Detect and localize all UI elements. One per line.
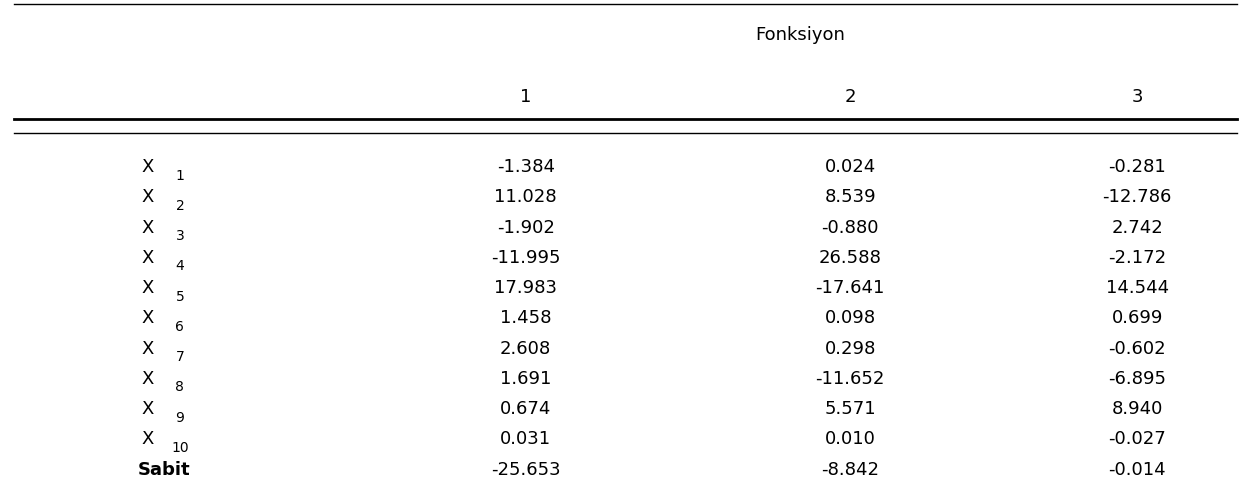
Text: 2: 2: [844, 88, 856, 106]
Text: 0.674: 0.674: [500, 400, 552, 418]
Text: 26.588: 26.588: [818, 249, 882, 267]
Text: 8: 8: [175, 381, 184, 395]
Text: -1.384: -1.384: [497, 158, 554, 176]
Text: -17.641: -17.641: [816, 279, 884, 297]
Text: 0.024: 0.024: [824, 158, 876, 176]
Text: 9: 9: [175, 411, 184, 425]
Text: 6: 6: [175, 320, 184, 334]
Text: 3: 3: [1131, 88, 1143, 106]
Text: X: X: [141, 400, 154, 418]
Text: 1.458: 1.458: [500, 309, 552, 327]
Text: -0.014: -0.014: [1108, 461, 1166, 479]
Text: X: X: [141, 340, 154, 357]
Text: 5: 5: [175, 290, 184, 304]
Text: 0.010: 0.010: [824, 430, 876, 448]
Text: 8.940: 8.940: [1112, 400, 1163, 418]
Text: 2.742: 2.742: [1111, 219, 1163, 237]
Text: -11.995: -11.995: [490, 249, 560, 267]
Text: -11.652: -11.652: [816, 370, 884, 388]
Text: -1.902: -1.902: [497, 219, 554, 237]
Text: 11.028: 11.028: [494, 188, 557, 206]
Text: 0.699: 0.699: [1112, 309, 1163, 327]
Text: 0.098: 0.098: [824, 309, 876, 327]
Text: 1: 1: [175, 169, 184, 183]
Text: 4: 4: [175, 259, 184, 273]
Text: X: X: [141, 158, 154, 176]
Text: X: X: [141, 370, 154, 388]
Text: 0.031: 0.031: [500, 430, 552, 448]
Text: X: X: [141, 188, 154, 206]
Text: -2.172: -2.172: [1108, 249, 1166, 267]
Text: 8.539: 8.539: [824, 188, 876, 206]
Text: -0.027: -0.027: [1108, 430, 1166, 448]
Text: 2: 2: [175, 199, 184, 213]
Text: -12.786: -12.786: [1102, 188, 1172, 206]
Text: 17.983: 17.983: [494, 279, 557, 297]
Text: X: X: [141, 279, 154, 297]
Text: X: X: [141, 309, 154, 327]
Text: 3: 3: [175, 229, 184, 243]
Text: -25.653: -25.653: [490, 461, 560, 479]
Text: 1.691: 1.691: [500, 370, 552, 388]
Text: 7: 7: [175, 350, 184, 364]
Text: 2.608: 2.608: [500, 340, 552, 357]
Text: Fonksiyon: Fonksiyon: [756, 26, 846, 44]
Text: 5.571: 5.571: [824, 400, 876, 418]
Text: X: X: [141, 249, 154, 267]
Text: X: X: [141, 219, 154, 237]
Text: 14.544: 14.544: [1106, 279, 1168, 297]
Text: 10: 10: [171, 441, 189, 455]
Text: 1: 1: [520, 88, 532, 106]
Text: X: X: [141, 430, 154, 448]
Text: 0.298: 0.298: [824, 340, 876, 357]
Text: Sabit: Sabit: [138, 461, 190, 479]
Text: -0.281: -0.281: [1108, 158, 1166, 176]
Text: -0.880: -0.880: [822, 219, 879, 237]
Text: -8.842: -8.842: [821, 461, 879, 479]
Text: -0.602: -0.602: [1108, 340, 1166, 357]
Text: -6.895: -6.895: [1108, 370, 1166, 388]
